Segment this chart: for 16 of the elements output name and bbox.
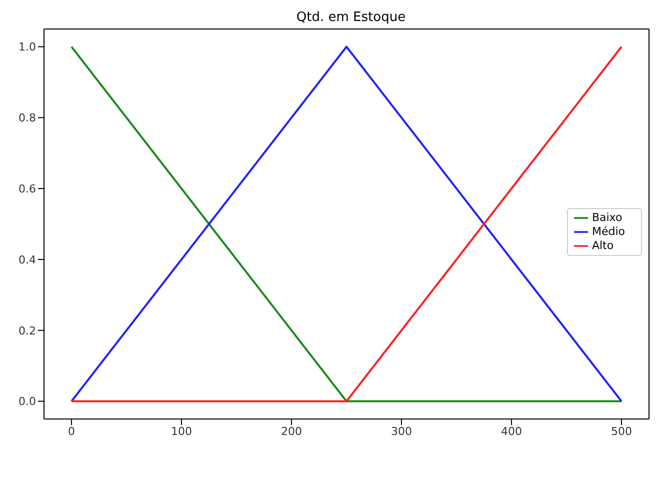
y-tick-label: 0.2 bbox=[18, 324, 36, 338]
x-tick-label: 100 bbox=[171, 424, 192, 438]
y-tick-label: 0.4 bbox=[18, 253, 36, 266]
y-tick-label: 1.0 bbox=[18, 40, 36, 54]
y-tick-label: 0.6 bbox=[18, 182, 36, 196]
chart-title: Qtd. em Estoque bbox=[295, 9, 407, 27]
x-tick-label: 300 bbox=[391, 424, 412, 438]
legend-label: Alto bbox=[592, 239, 614, 252]
y-tick-label: 0.8 bbox=[18, 112, 36, 125]
x-tick-label: 400 bbox=[501, 424, 522, 438]
y-tick-label: 0.0 bbox=[18, 395, 36, 408]
x-tick-label: 0 bbox=[68, 424, 75, 438]
x-tick-label: 500 bbox=[611, 424, 632, 438]
legend-label: Baixo bbox=[592, 211, 622, 224]
legend-label: Médio bbox=[592, 225, 625, 238]
x-tick-label: 200 bbox=[281, 424, 302, 438]
